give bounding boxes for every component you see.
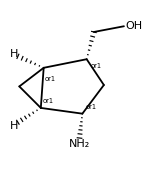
Text: OH: OH (125, 21, 142, 31)
Text: or1: or1 (85, 104, 96, 110)
Text: or1: or1 (42, 98, 53, 104)
Text: H: H (9, 49, 18, 59)
Text: or1: or1 (45, 76, 56, 82)
Text: NH₂: NH₂ (69, 139, 90, 149)
Text: H: H (9, 121, 18, 131)
Text: or1: or1 (91, 63, 102, 69)
